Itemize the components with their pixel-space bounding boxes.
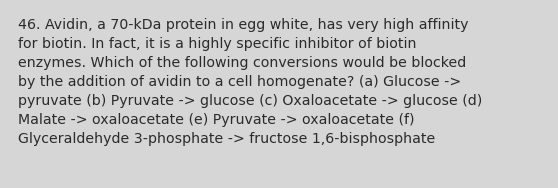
Text: 46. Avidin, a 70-kDa protein in egg white, has very high affinity
for biotin. In: 46. Avidin, a 70-kDa protein in egg whit… [18,18,482,146]
